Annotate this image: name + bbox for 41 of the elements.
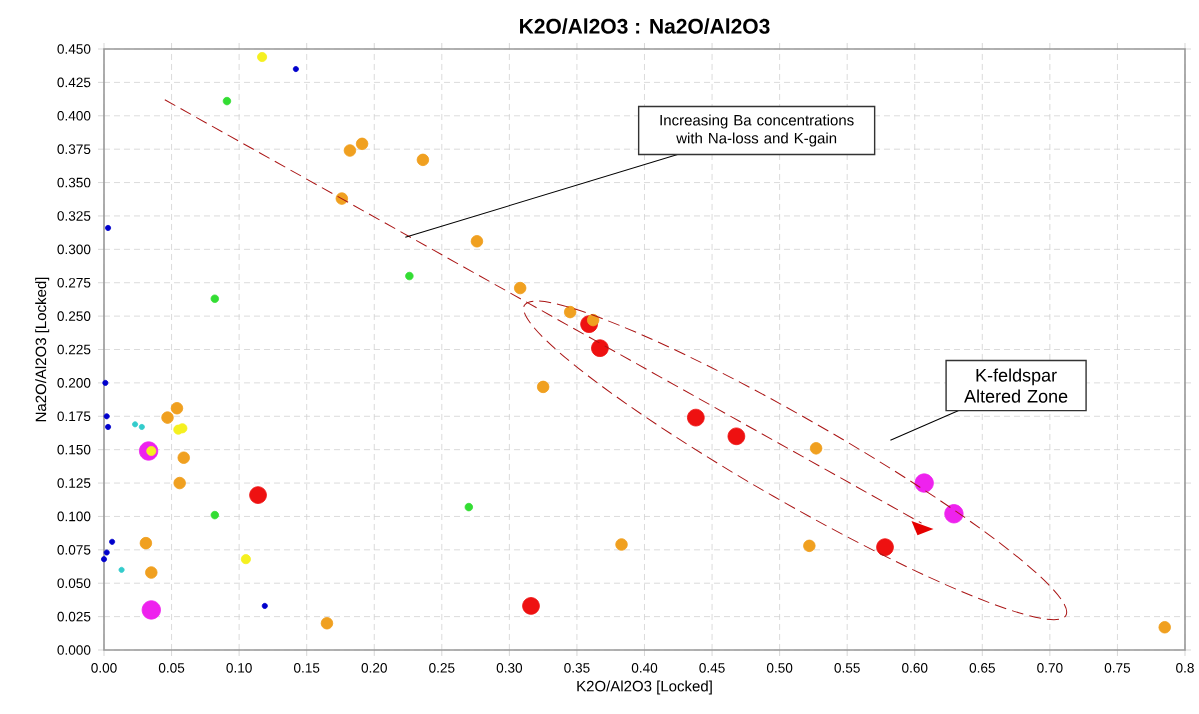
x-tick-label: 0.75 — [1104, 663, 1131, 673]
x-axis-title: K2O/Al2O3 [Locked] — [577, 680, 712, 695]
y-tick-label: 0.400 — [57, 110, 91, 121]
x-tick-label: 0.05 — [158, 663, 185, 673]
y-axis-title: Na2O/Al2O3 [Locked] — [35, 277, 50, 422]
y-tick-label: 0.325 — [57, 211, 91, 221]
y-tick-label: 0.000 — [57, 645, 91, 655]
y-tick-label: 0.250 — [57, 311, 91, 321]
annotation: K-feldspar Altered Zone — [964, 368, 1068, 403]
y-tick-label: 0.175 — [57, 411, 91, 422]
y-tick-label: 0.025 — [57, 611, 91, 622]
y-tick-label: 0.200 — [57, 378, 91, 388]
x-tick-label: 0.40 — [631, 663, 658, 673]
y-tick-label: 0.425 — [57, 77, 91, 88]
y-tick-label: 0.125 — [57, 478, 91, 488]
x-tick-label: 0.35 — [564, 663, 590, 673]
y-tick-label: 0.050 — [57, 578, 91, 589]
x-tick-label: 0.20 — [361, 663, 387, 673]
x-tick-label: 0.60 — [902, 663, 928, 673]
chart-title: K2O/Al2O3 : Na2O/Al2O3 — [520, 18, 770, 34]
y-tick-label: 0.300 — [57, 244, 91, 255]
x-tick-label: 0.15 — [293, 663, 320, 673]
y-tick-label: 0.225 — [57, 344, 91, 355]
y-tick-label: 0.150 — [57, 444, 91, 455]
x-tick-label: 0.30 — [496, 663, 523, 673]
y-tick-label: 0.075 — [57, 545, 91, 555]
annotation: Increasing Ba concentrations with Na-loss and K-gain — [660, 114, 854, 147]
x-tick-label: 0.00 — [91, 663, 117, 673]
y-tick-label: 0.275 — [57, 277, 91, 288]
x-tick-label: 0.65 — [969, 663, 995, 673]
y-tick-label: 0.375 — [57, 144, 91, 154]
x-tick-label: 0.70 — [1037, 663, 1063, 673]
x-tick-label: 0.45 — [699, 663, 725, 673]
x-tick-label: 0.50 — [766, 663, 793, 673]
x-tick-label: 0.10 — [226, 663, 252, 673]
y-tick-label: 0.450 — [57, 44, 91, 54]
y-tick-label: 0.350 — [57, 177, 91, 188]
y-tick-label: 0.100 — [57, 511, 91, 522]
x-tick-label: 0.8 — [1176, 663, 1194, 673]
x-tick-label: 0.55 — [834, 663, 860, 673]
x-tick-label: 0.25 — [429, 663, 455, 673]
